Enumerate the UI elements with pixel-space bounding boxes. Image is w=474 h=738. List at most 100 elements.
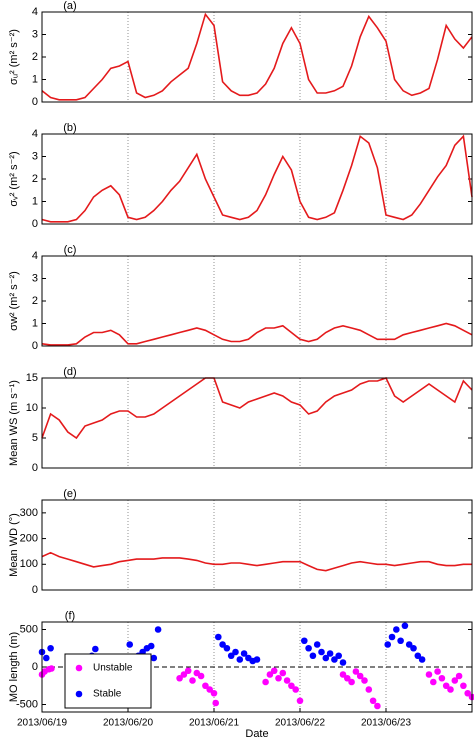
panel-label: (f) [65, 610, 75, 622]
data-point [414, 652, 422, 660]
data-point [464, 689, 472, 697]
data-point [227, 652, 235, 660]
y-tick-label: 1 [32, 73, 38, 85]
y-tick-label: 5 [32, 432, 38, 444]
data-point [189, 677, 196, 684]
y-tick-label: 4 [32, 250, 38, 262]
data-point [331, 656, 338, 663]
data-point [210, 689, 218, 697]
data-point [384, 641, 392, 648]
data-point [301, 637, 308, 645]
y-axis-label: σw² (m² s⁻²) [8, 271, 20, 331]
legend-marker [75, 664, 83, 672]
y-tick-label: 1 [32, 317, 38, 329]
panel-label: (c) [64, 244, 77, 256]
data-point [352, 668, 360, 675]
data-point [388, 633, 396, 641]
data-point [150, 654, 158, 662]
data-point [438, 674, 446, 682]
y-tick-label: 3 [32, 150, 38, 162]
data-point [236, 656, 244, 663]
data-point [322, 654, 330, 662]
data-point [275, 674, 282, 682]
data-point [184, 667, 192, 675]
y-tick-label: 0 [32, 218, 38, 230]
data-point [339, 671, 347, 678]
data-point [202, 682, 209, 690]
data-point [288, 682, 295, 690]
data-point [215, 633, 222, 641]
data-point [147, 642, 155, 650]
y-axis-label: σᵥ² (m² s⁻²) [8, 151, 20, 206]
y-tick-label: 2 [32, 295, 38, 307]
axes-frame [41, 621, 473, 713]
y-tick-label: 3 [32, 272, 38, 284]
data-point [219, 641, 226, 648]
legend-label: Stable [93, 689, 122, 700]
data-point [176, 674, 183, 682]
y-axis-label: MO length (m) [8, 632, 20, 702]
y-axis-label: Mean WD (°) [8, 513, 20, 577]
data-point [126, 641, 134, 648]
data-point [212, 699, 220, 707]
data-point [48, 665, 55, 672]
data-point [43, 654, 50, 662]
data-point [374, 702, 381, 710]
data-line [41, 377, 473, 440]
axes-frame [41, 11, 473, 103]
data-point [313, 641, 321, 648]
y-tick-label: 0 [32, 661, 38, 673]
data-line [41, 322, 473, 346]
data-point [154, 626, 162, 633]
y-tick-label: 15 [26, 372, 38, 384]
data-point [460, 682, 467, 690]
data-point [296, 697, 304, 705]
data-line [41, 134, 473, 223]
data-point [430, 678, 437, 686]
data-point [92, 645, 99, 653]
y-tick-label: 100 [20, 558, 38, 570]
panel-label: (d) [63, 366, 76, 378]
panel-label: (b) [63, 122, 76, 134]
x-tick-label: 2013/06/20 [103, 718, 153, 729]
y-tick-label: 3 [32, 28, 38, 40]
panel-label: (a) [63, 0, 76, 12]
data-point [397, 637, 404, 645]
data-point [47, 644, 54, 652]
axes-frame [41, 255, 473, 347]
y-tick-label: 0 [32, 340, 38, 352]
y-tick-label: 500 [20, 623, 38, 635]
data-point [356, 672, 364, 680]
y-tick-label: 2 [32, 173, 38, 185]
data-point [262, 678, 269, 686]
panel-label: (e) [63, 488, 76, 500]
data-point [335, 652, 343, 660]
y-tick-label: 1 [32, 195, 38, 207]
data-point [326, 650, 334, 657]
y-axis-label: σᵤ² (m² s⁻²) [8, 29, 20, 85]
data-point [442, 682, 450, 690]
data-point [240, 650, 248, 657]
data-point [447, 686, 454, 693]
data-point [206, 686, 213, 693]
data-line [41, 551, 472, 572]
data-point [455, 672, 463, 680]
data-point [309, 652, 317, 660]
data-point [365, 686, 373, 693]
data-point [305, 644, 312, 652]
data-point [434, 668, 441, 675]
y-tick-label: -500 [16, 698, 38, 710]
data-point [401, 622, 409, 630]
axes-frame [41, 377, 473, 469]
data-point [348, 678, 355, 686]
data-point [405, 641, 413, 648]
y-tick-label: 4 [32, 6, 38, 18]
y-tick-label: 300 [20, 507, 38, 519]
x-tick-label: 2013/06/23 [361, 718, 411, 729]
y-tick-label: 4 [32, 128, 38, 140]
data-point [339, 659, 347, 666]
axes-frame [41, 499, 473, 591]
data-point [292, 686, 300, 693]
y-tick-label: 200 [20, 532, 38, 544]
